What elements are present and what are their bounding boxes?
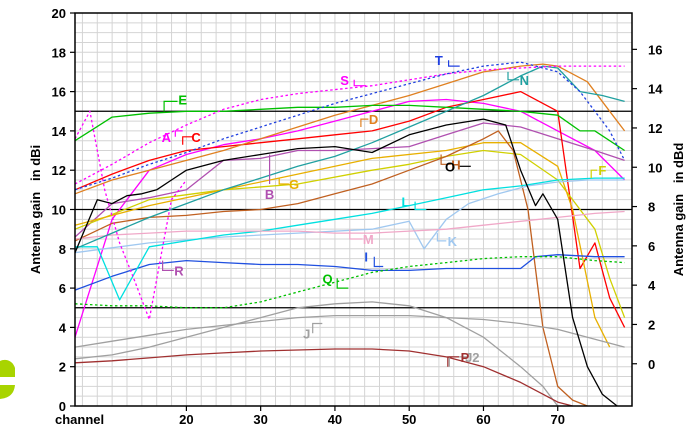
label-leader-i bbox=[373, 256, 384, 268]
x-tick-label: 40 bbox=[328, 412, 342, 427]
series-label-o: O bbox=[445, 159, 455, 174]
y-tick-label: 20 bbox=[52, 6, 66, 21]
series-label-h: H bbox=[451, 157, 460, 172]
y-tick-label: 18 bbox=[52, 45, 66, 60]
series-line-a bbox=[74, 98, 626, 338]
label-leader-g bbox=[278, 178, 289, 185]
y-tick-label: 4 bbox=[59, 320, 67, 335]
series-label-b: B bbox=[265, 187, 274, 202]
series-label-i: I bbox=[364, 250, 368, 265]
y2-tick-label: 8 bbox=[648, 200, 655, 215]
series-line-k bbox=[74, 179, 625, 254]
label-leader-r bbox=[162, 260, 174, 271]
series-label-s: S bbox=[340, 73, 349, 88]
series-line-i bbox=[74, 254, 625, 291]
y2-tick-label: 14 bbox=[648, 82, 663, 97]
series-line-n bbox=[74, 65, 625, 250]
major-gridlines bbox=[75, 110, 632, 309]
series-line-c bbox=[74, 90, 626, 328]
y-tick-label: 0 bbox=[59, 399, 66, 414]
series-line-r bbox=[74, 110, 187, 321]
series-label-q: Q bbox=[322, 271, 332, 286]
y2-tick-label: 4 bbox=[648, 278, 656, 293]
series-label-e: E bbox=[178, 92, 187, 107]
series-label-a: A bbox=[162, 130, 172, 145]
series-label-f: F bbox=[598, 163, 606, 178]
series-label-k: K bbox=[448, 234, 458, 249]
series-line-q bbox=[74, 256, 625, 309]
label-leader-s bbox=[353, 79, 367, 87]
label-leader-q bbox=[336, 278, 349, 289]
label-leader-f bbox=[590, 169, 598, 179]
series-line-d bbox=[74, 63, 626, 195]
label-leader-n bbox=[507, 71, 520, 81]
y-tick-label: 2 bbox=[59, 360, 66, 375]
x-tick-label: 30 bbox=[253, 412, 267, 427]
series-line-g bbox=[74, 142, 611, 348]
y-tick-label: 16 bbox=[52, 85, 66, 100]
series-line-m bbox=[74, 210, 625, 240]
y-tick-label: 12 bbox=[52, 163, 66, 178]
x-tick-label: 20 bbox=[179, 412, 193, 427]
label-leader-c bbox=[182, 136, 193, 145]
y-tick-label: 6 bbox=[59, 281, 66, 296]
y2-tick-label: 12 bbox=[648, 121, 662, 136]
axis-ticks: 0 2 4 6 8 10 12 14 16 18 20 0 2 4 6 8 10 12 14 16 20 30 40 50 60… bbox=[52, 6, 664, 427]
y2-tick-label: 16 bbox=[648, 42, 662, 57]
label-leader-e bbox=[163, 100, 178, 112]
x-tick-label: 60 bbox=[476, 412, 490, 427]
x-tick-label: 50 bbox=[402, 412, 416, 427]
y-tick-label: 14 bbox=[52, 124, 67, 139]
series-label-j: J bbox=[303, 326, 310, 341]
series-line-t bbox=[74, 61, 626, 191]
series-label-j2: J2 bbox=[465, 350, 479, 365]
label-leader-p bbox=[447, 356, 459, 367]
label-leader-j bbox=[312, 322, 323, 334]
y-axis-label-left: Antenna gain in dBi bbox=[28, 145, 43, 274]
series-lines bbox=[74, 61, 626, 407]
label-leader-t bbox=[448, 60, 460, 67]
series-label-l: L bbox=[402, 195, 410, 210]
series-labels: A B C D E F G H I J J2 K L M N O P Q R S T bbox=[162, 53, 606, 367]
series-line-l bbox=[75, 177, 625, 301]
y2-tick-label: 10 bbox=[648, 160, 662, 175]
series-label-c: C bbox=[191, 130, 201, 145]
label-leader-a bbox=[174, 130, 183, 137]
y2-tick-label: 0 bbox=[648, 357, 655, 372]
series-line-s bbox=[74, 65, 625, 185]
logo-fragment bbox=[0, 359, 15, 399]
label-leader-k bbox=[436, 233, 447, 242]
series-line-p bbox=[74, 348, 573, 407]
y2-tick-label: 6 bbox=[648, 239, 655, 254]
label-leader-m bbox=[349, 229, 363, 240]
y-axis-label-right: Antenna gain in dBd bbox=[671, 143, 686, 277]
x-tick-label: 70 bbox=[550, 412, 564, 427]
label-leader-h bbox=[440, 154, 451, 165]
series-label-d: D bbox=[369, 112, 378, 127]
series-label-r: R bbox=[174, 263, 184, 278]
series-label-t: T bbox=[435, 53, 443, 68]
series-line-e bbox=[74, 104, 625, 152]
series-label-p: P bbox=[461, 350, 470, 365]
series-label-m: M bbox=[363, 232, 374, 247]
series-line-o bbox=[74, 118, 618, 407]
y-tick-label: 10 bbox=[52, 203, 66, 218]
series-label-n: N bbox=[520, 73, 529, 88]
label-leader-d bbox=[360, 118, 369, 127]
y2-tick-label: 2 bbox=[648, 317, 655, 332]
series-line-j2 bbox=[74, 301, 559, 407]
series-label-g: G bbox=[289, 177, 299, 192]
label-leader-l bbox=[414, 201, 427, 211]
y-tick-label: 8 bbox=[59, 242, 66, 257]
series-line-j bbox=[74, 314, 625, 348]
x-axis-label: channel bbox=[55, 412, 104, 427]
